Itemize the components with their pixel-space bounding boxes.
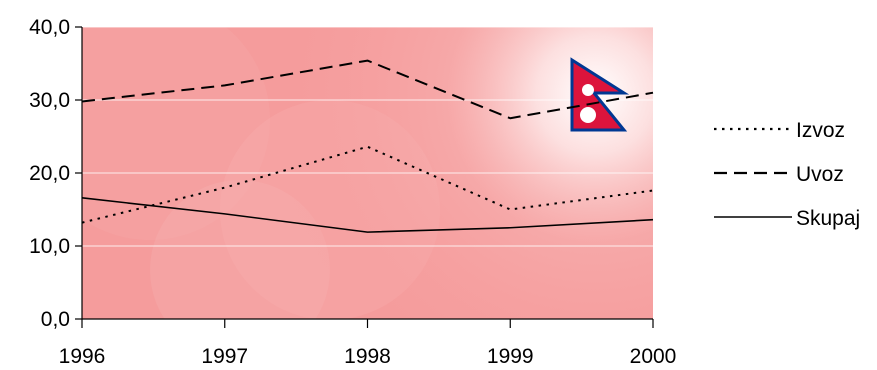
legend-label: Izvoz: [796, 119, 845, 142]
x-tick-label: 1996: [59, 345, 106, 365]
legend: Izvoz Uvoz Skupaj: [714, 119, 860, 230]
series-line-uvoz: [81, 59, 654, 120]
y-tick-label: 10,0: [29, 235, 70, 258]
y-tick-label: 0,0: [41, 308, 70, 331]
legend-label: Skupaj: [796, 207, 860, 230]
background-texture: [82, 27, 653, 319]
series: [81, 59, 654, 233]
x-tick-label: 2000: [630, 345, 677, 365]
x-tick-label: 1997: [201, 345, 248, 365]
legend-label: Uvoz: [796, 163, 844, 186]
y-tick-label: 40,0: [29, 16, 70, 39]
series-line-skupaj: [81, 197, 654, 233]
y-tick-label: 20,0: [29, 162, 70, 185]
x-tick-label: 1998: [344, 345, 391, 365]
x-tick-label: 1999: [487, 345, 534, 365]
series-line-izvoz: [81, 145, 654, 224]
nepal-flag-icon: [570, 57, 630, 132]
y-tick-label: 30,0: [29, 89, 70, 112]
tick-labels: 0,0 10,0 20,0 30,0 40,0 1996 1997 1998 1999 2000: [29, 16, 677, 368]
axes: [75, 26, 654, 328]
gridlines: [82, 26, 653, 247]
